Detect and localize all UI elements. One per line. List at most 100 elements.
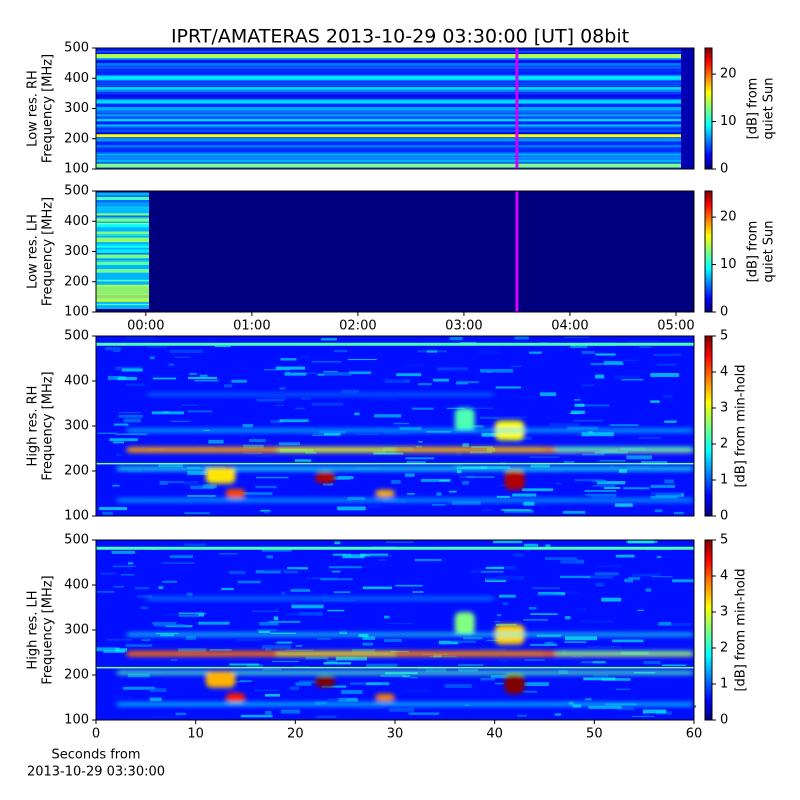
spectrogram-noise <box>623 487 650 490</box>
y-tick-label: 300 <box>64 419 89 434</box>
spectrogram-noise <box>544 557 578 560</box>
spectrogram-noise <box>260 509 271 512</box>
spectrogram-noise <box>118 412 141 414</box>
spectrogram-feature <box>115 702 694 706</box>
spectrogram-noise <box>384 639 402 643</box>
spectrogram-noise <box>517 714 527 717</box>
y-axis-label: Frequency [MHz] <box>41 371 56 480</box>
x-tick-label: 50 <box>586 727 603 742</box>
spectrogram-noise <box>240 714 273 718</box>
spectrogram-noise <box>570 345 588 348</box>
spectrogram-noise <box>564 641 587 643</box>
spectrogram-noise <box>189 372 197 375</box>
spectrogram-noise <box>284 570 298 574</box>
spectrogram-noise <box>194 379 219 382</box>
spectrogram-stripe <box>96 284 150 299</box>
spectrogram-noise <box>391 480 401 484</box>
spectrogram-noise <box>304 451 317 454</box>
spectrogram-noise <box>125 383 145 387</box>
spectrogram-stripe <box>96 198 150 203</box>
spectrogram-noise <box>416 445 423 448</box>
spectrogram-noise <box>185 636 196 640</box>
colorbar <box>704 190 713 313</box>
spectrogram-noise <box>187 495 216 497</box>
spectrogram-stripe <box>96 139 694 142</box>
spectrogram-noise <box>486 576 518 581</box>
spectrogram-noise <box>514 336 529 340</box>
spectrogram-noise <box>256 629 277 632</box>
spectrogram-noise <box>178 648 207 653</box>
spectrogram-noise <box>295 407 305 410</box>
spectrogram-noise <box>286 649 314 651</box>
spectrogram-stripe <box>96 155 694 158</box>
spectrogram-noise <box>149 688 167 693</box>
spectrogram-noise <box>412 591 424 593</box>
spectrogram-noise <box>181 404 199 407</box>
spectrogram-noise <box>451 501 481 505</box>
spectrogram-noise <box>320 578 353 581</box>
spectrogram-noise <box>159 480 185 484</box>
spectrogram-noise <box>395 584 423 587</box>
spectrogram-noise <box>492 566 516 570</box>
spectrogram-noise <box>258 630 271 634</box>
spectrogram-noise <box>581 432 614 437</box>
y-axis-label: Frequency [MHz] <box>41 197 56 306</box>
spectrogram-noise <box>370 555 393 558</box>
spectrogram-stripe <box>96 279 150 282</box>
spectrogram-noise <box>331 570 341 573</box>
spectrogram-noise <box>584 489 617 492</box>
spectrogram-noise <box>320 338 337 341</box>
spectrogram-noise <box>107 375 126 380</box>
spectrogram-noise <box>266 555 273 559</box>
spectrogram-noise <box>338 697 358 702</box>
spectrogram-noise <box>164 613 199 616</box>
y-tick-label: 300 <box>64 244 89 259</box>
spectrogram-noise <box>158 586 164 589</box>
spectrogram-noise <box>199 374 208 377</box>
spectrogram-stripe <box>96 252 150 255</box>
spectrogram-noise <box>458 668 479 672</box>
spectrogram-noise <box>615 554 635 558</box>
spectrogram-noise <box>175 712 187 716</box>
spectrogram-noise <box>374 414 402 418</box>
y-tick-label: 100 <box>64 713 89 728</box>
spectrogram-noise <box>438 640 459 645</box>
spectrogram-noise <box>348 371 372 375</box>
spectrogram-noise <box>631 715 655 717</box>
colorbar-tick-label: 5 <box>720 329 728 344</box>
x-tick-label: 05:00 <box>657 319 694 334</box>
spectrogram-stripe <box>96 144 694 148</box>
spectrogram-stripe <box>96 107 694 111</box>
spectrogram-noise <box>261 645 291 649</box>
spectrogram-stripe <box>96 52 694 54</box>
spectrogram-noise <box>184 512 210 514</box>
spectrogram-noise <box>99 506 127 511</box>
colorbar-tick-label: 0 <box>720 162 728 177</box>
y-tick-label: 500 <box>64 329 89 344</box>
spectrogram-noise <box>641 711 647 716</box>
spectrogram-stripe <box>96 462 694 465</box>
spectrogram-stripe <box>96 159 694 163</box>
spectrogram-stripe <box>96 134 694 138</box>
spectrogram-noise <box>150 715 178 719</box>
spectrogram-noise <box>436 492 442 496</box>
spectrogram-noise <box>486 639 503 642</box>
spectrogram-noise <box>184 543 206 546</box>
spectrogram-noise <box>478 350 500 355</box>
colorbar-tick-label: 5 <box>720 533 728 548</box>
spectrogram-stripe <box>96 303 150 306</box>
spectrogram-stripe <box>96 207 150 212</box>
spectrogram-noise <box>628 540 655 544</box>
x-tick-label: 10 <box>187 727 204 742</box>
spectrogram-noise <box>485 566 505 569</box>
spectrogram-noise <box>650 373 679 377</box>
x-axis-label: Seconds from <box>51 748 140 763</box>
spectrogram-noise <box>628 576 641 580</box>
spectrogram-stripe <box>96 111 694 114</box>
spectrogram-noise <box>402 675 411 678</box>
spectrogram-noise <box>362 642 373 646</box>
spectrogram-stripe <box>96 119 694 122</box>
spectrogram-noise <box>529 469 563 474</box>
spectrogram-noise <box>291 604 324 609</box>
spectrogram-noise <box>225 659 257 661</box>
